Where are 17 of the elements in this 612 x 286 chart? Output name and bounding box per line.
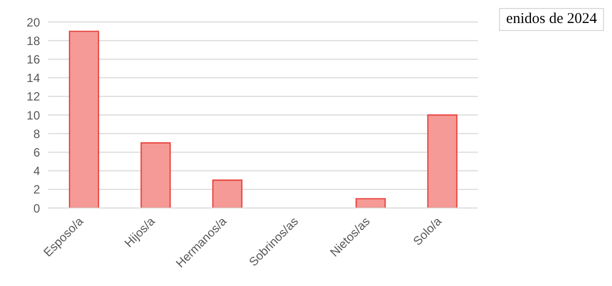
y-tick-label: 20 xyxy=(26,15,40,30)
y-tick-label: 2 xyxy=(33,182,40,197)
y-tick-label: 12 xyxy=(26,90,40,104)
y-tick-label: 8 xyxy=(33,126,40,141)
y-tick-label: 14 xyxy=(26,71,40,86)
bar xyxy=(356,198,386,208)
y-tick-label: 4 xyxy=(33,164,40,178)
y-tick-label: 6 xyxy=(33,145,40,160)
y-tick-label: 0 xyxy=(33,201,40,216)
text: enidos de 2024 xyxy=(499,8,604,31)
y-tick-label: 18 xyxy=(26,34,40,48)
bar xyxy=(212,180,242,208)
bar xyxy=(427,114,458,208)
y-tick-label: 16 xyxy=(26,52,40,66)
y-tick-label: 10 xyxy=(26,108,40,122)
bar xyxy=(140,142,171,208)
bar xyxy=(68,30,100,208)
